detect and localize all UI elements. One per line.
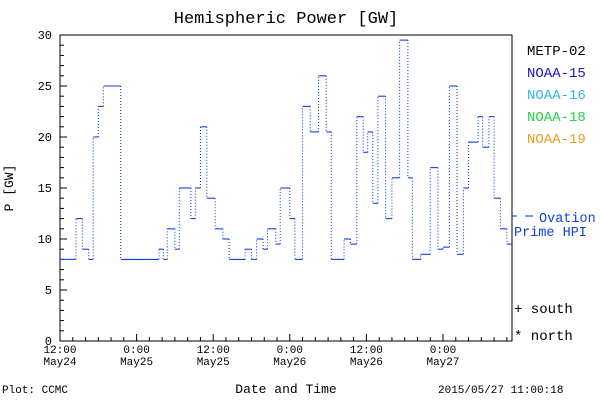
svg-text:Hemispheric Power [GW]: Hemispheric Power [GW] — [174, 10, 398, 29]
svg-text:NOAA-19: NOAA-19 — [527, 132, 586, 148]
svg-text:May26: May26 — [350, 357, 383, 369]
svg-text:30: 30 — [38, 29, 52, 43]
svg-text:10: 10 — [38, 233, 52, 247]
svg-text:0:00: 0:00 — [430, 345, 456, 357]
svg-text:May25: May25 — [197, 357, 230, 369]
svg-text:12:00: 12:00 — [350, 345, 383, 357]
svg-text:5: 5 — [45, 284, 52, 298]
svg-text:METP-02: METP-02 — [527, 44, 586, 60]
svg-text:Plot: CCMC: Plot: CCMC — [2, 385, 68, 397]
svg-text:Prime HPI: Prime HPI — [514, 226, 587, 241]
svg-text:Ovation: Ovation — [539, 212, 596, 227]
svg-text:+ south: + south — [514, 302, 573, 318]
svg-text:May26: May26 — [273, 357, 306, 369]
svg-text:May25: May25 — [120, 357, 153, 369]
svg-text:0:00: 0:00 — [277, 345, 303, 357]
svg-text:25: 25 — [38, 80, 52, 94]
svg-text:12:00: 12:00 — [197, 345, 230, 357]
svg-text:20: 20 — [38, 131, 52, 145]
svg-text:0:00: 0:00 — [123, 345, 149, 357]
svg-text:May27: May27 — [426, 357, 459, 369]
svg-text:12:00: 12:00 — [43, 345, 76, 357]
svg-text:P [GW]: P [GW] — [2, 165, 17, 212]
svg-text:NOAA-16: NOAA-16 — [527, 88, 586, 104]
svg-text:May24: May24 — [43, 357, 76, 369]
svg-text:2015/05/27 11:00:18: 2015/05/27 11:00:18 — [438, 385, 563, 397]
svg-text:Date and Time: Date and Time — [235, 382, 336, 397]
svg-text:NOAA-18: NOAA-18 — [527, 110, 586, 126]
svg-text:NOAA-15: NOAA-15 — [527, 66, 586, 82]
svg-text:* north: * north — [514, 329, 573, 345]
svg-text:15: 15 — [38, 182, 52, 196]
